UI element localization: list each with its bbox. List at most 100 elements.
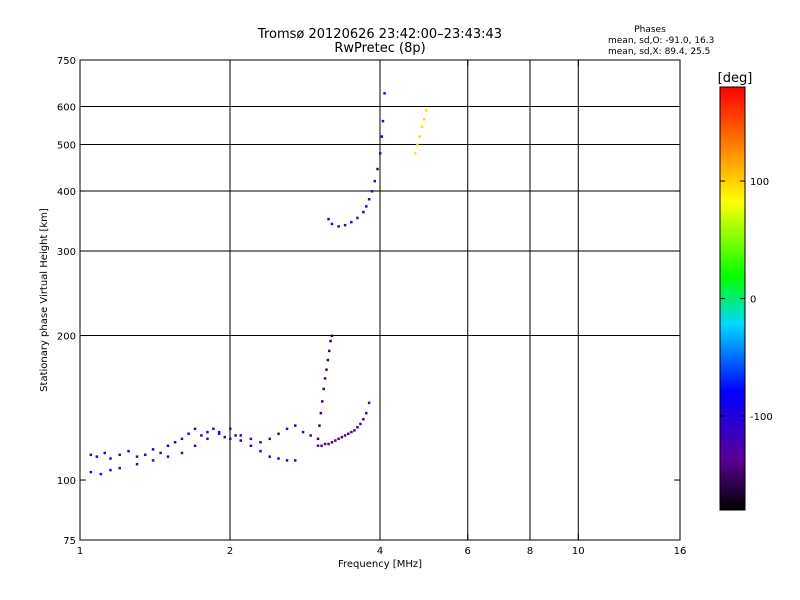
x-axis-label: Frequency [MHz] (338, 559, 422, 570)
data-point (320, 444, 323, 448)
chart-title: Tromsø 20120626 23:42:00–23:43:43 (257, 27, 502, 42)
data-point (373, 179, 377, 183)
data-point (330, 222, 334, 226)
data-point (229, 427, 232, 431)
data-point (249, 437, 253, 441)
data-point (353, 429, 356, 432)
data-point (325, 368, 328, 371)
x-tick-label: 16 (674, 546, 687, 557)
data-point (383, 92, 386, 95)
data-point (193, 427, 197, 431)
data-point (293, 459, 297, 462)
data-point (413, 152, 417, 155)
chart-subtitle: RwPretec (8p) (334, 41, 425, 56)
data-point (365, 411, 368, 415)
data-point (187, 432, 190, 436)
data-point (322, 387, 325, 391)
y-tick-label: 75 (63, 536, 76, 547)
data-point (268, 437, 271, 441)
data-point (340, 435, 344, 439)
data-point (135, 462, 139, 466)
data-point (422, 118, 426, 121)
data-point (362, 418, 365, 421)
data-point (217, 432, 221, 436)
colorbar-ticks: 100 0 -100 (720, 177, 773, 423)
data-point (95, 455, 99, 458)
y-tick-label: 750 (57, 56, 76, 67)
data-point (416, 143, 419, 147)
y-tick-label: 300 (57, 247, 76, 258)
data-point (329, 339, 332, 343)
data-point (159, 451, 162, 455)
data-point (362, 210, 365, 214)
data-point (166, 455, 170, 458)
data-points (89, 92, 428, 476)
data-point (359, 422, 362, 426)
data-point (212, 427, 215, 431)
data-point (334, 439, 337, 442)
data-point (376, 167, 379, 171)
colorbar-tick-label: 0 (750, 295, 756, 306)
grid-lines (80, 60, 680, 540)
data-point (316, 437, 320, 441)
data-point (223, 435, 227, 439)
data-point (277, 432, 280, 436)
data-point (151, 448, 155, 451)
data-point (151, 459, 155, 462)
data-point (206, 430, 209, 434)
stats-heading: Phases (634, 25, 666, 35)
data-point (381, 119, 385, 123)
y-tick-label: 500 (57, 141, 76, 152)
y-tick-label: 400 (57, 187, 76, 198)
data-point (180, 437, 184, 441)
data-point (367, 401, 371, 405)
x-tick-label: 4 (377, 546, 383, 557)
data-point (180, 451, 184, 455)
data-point (193, 444, 197, 448)
data-point (293, 424, 297, 427)
data-point (323, 377, 327, 380)
data-point (135, 455, 139, 458)
data-point (200, 434, 203, 437)
data-point (319, 411, 323, 415)
data-point (259, 449, 262, 453)
data-point (277, 457, 280, 460)
x-tick-label: 1 (77, 546, 83, 557)
data-point (206, 437, 209, 441)
data-point (285, 427, 289, 431)
data-point (379, 152, 382, 155)
data-point (330, 334, 334, 338)
data-point (326, 358, 330, 362)
data-point (89, 453, 93, 457)
data-point (249, 444, 253, 448)
data-point (234, 434, 237, 437)
data-point (285, 459, 289, 462)
data-point (268, 455, 271, 458)
colorbar-label: [deg] (718, 71, 753, 86)
data-point (118, 466, 121, 470)
data-point (173, 441, 177, 444)
data-point (327, 217, 330, 221)
y-tick-label: 200 (57, 332, 76, 343)
data-point (367, 198, 371, 201)
data-point (259, 441, 262, 444)
x-tick-label: 10 (572, 546, 585, 557)
data-point (239, 434, 243, 437)
y-tick-label: 100 (57, 476, 76, 487)
data-point (318, 424, 321, 427)
data-point (350, 220, 353, 224)
data-point (239, 439, 243, 442)
data-point (420, 125, 424, 129)
y-axis-label: Stationary phase Virtual Height [km] (39, 208, 50, 392)
data-point (356, 425, 359, 429)
axis-ticks: 1 2 4 6 8 10 16 75 100 200 300 400 500 600 750 (57, 56, 686, 557)
colorbar-tick-label: 100 (750, 177, 769, 188)
data-point (346, 432, 350, 436)
data-point (350, 430, 353, 434)
data-point (343, 434, 347, 437)
data-point (316, 444, 320, 448)
data-point (103, 451, 107, 455)
x-tick-label: 2 (227, 546, 233, 557)
data-point (89, 470, 93, 474)
